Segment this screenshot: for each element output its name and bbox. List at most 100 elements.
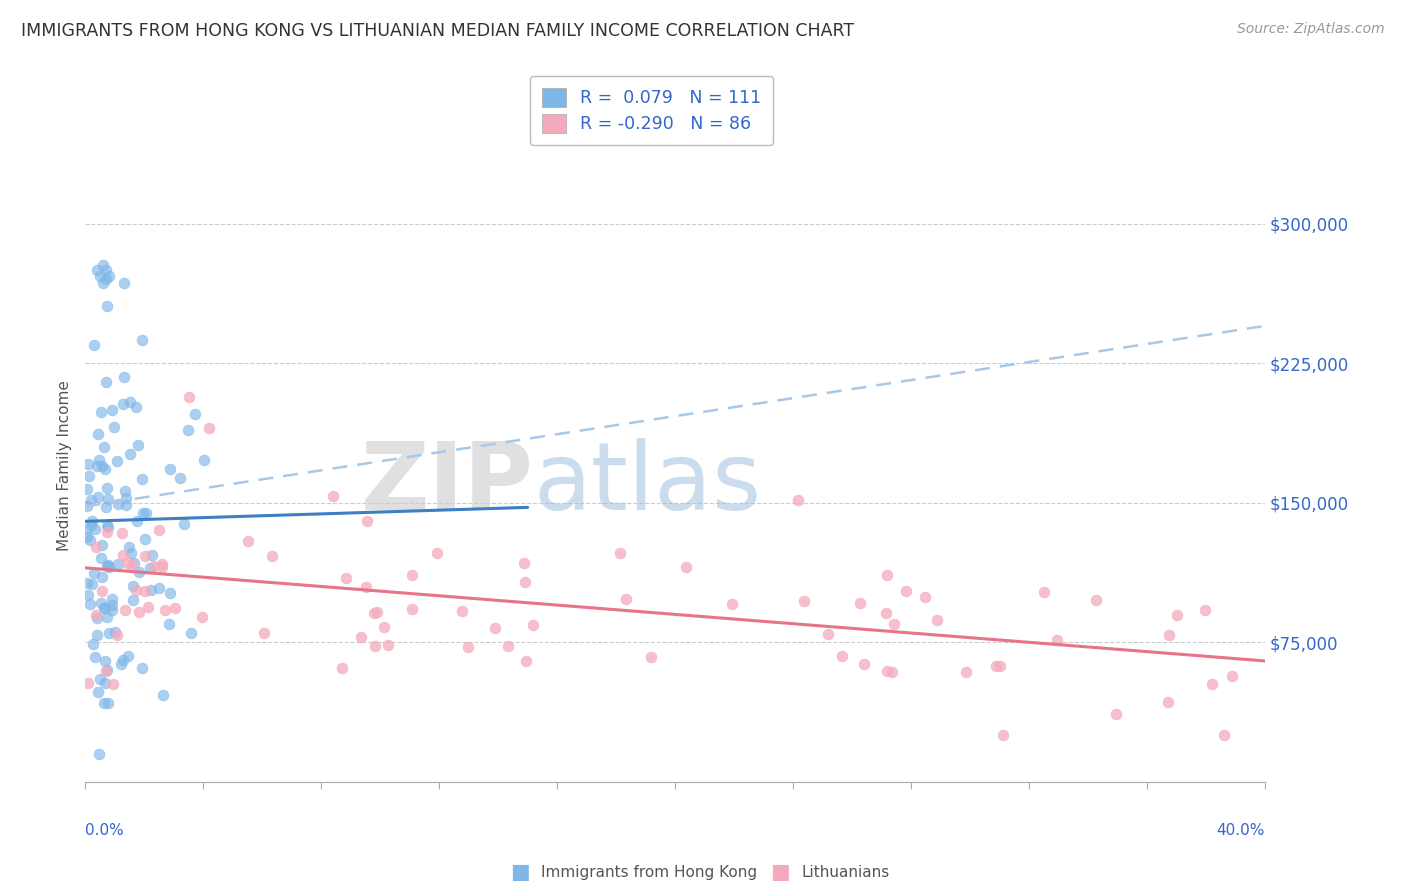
Point [87, 685, 110, 699]
Point [1105, 706, 1128, 721]
Point [127, 514, 149, 528]
Point [115, 491, 138, 505]
Point [364, 639, 387, 653]
Point [139, 560, 162, 574]
Point [97, 696, 120, 710]
Point [76, 588, 98, 602]
Point [76, 530, 98, 544]
Point [880, 665, 903, 679]
Point [955, 665, 977, 679]
Point [115, 556, 138, 570]
Point [141, 548, 163, 562]
Point [91, 258, 114, 272]
Point [335, 571, 357, 585]
Point [117, 648, 139, 663]
Point [122, 579, 145, 593]
Point [1201, 676, 1223, 690]
Point [120, 447, 142, 461]
Point [848, 596, 870, 610]
Point [90, 405, 112, 419]
Point [148, 581, 170, 595]
Point [89, 268, 111, 283]
Point [640, 649, 662, 664]
Point [515, 654, 537, 668]
Point [107, 557, 129, 571]
Point [401, 568, 423, 582]
Point [675, 560, 697, 574]
Point [152, 688, 174, 702]
Point [80, 514, 103, 528]
Point [131, 661, 153, 675]
Point [94, 263, 117, 277]
Point [135, 506, 157, 520]
Point [721, 598, 744, 612]
Point [94, 375, 117, 389]
Point [83, 649, 105, 664]
Point [876, 664, 898, 678]
Legend: R =  0.079   N = 111, R = -0.290   N = 86: R = 0.079 N = 111, R = -0.290 N = 86 [530, 76, 773, 145]
Point [457, 640, 479, 655]
Point [124, 557, 146, 571]
Point [134, 549, 156, 563]
Point [80, 518, 103, 533]
Point [82, 637, 104, 651]
Point [350, 630, 373, 644]
Point [83, 522, 105, 536]
Point [986, 659, 1008, 673]
Point [125, 401, 148, 415]
Point [377, 638, 399, 652]
Point [96, 518, 118, 533]
Point [925, 613, 948, 627]
Point [1157, 695, 1180, 709]
Point [90, 570, 112, 584]
Text: Lithuanians: Lithuanians [801, 865, 890, 880]
Point [97, 626, 120, 640]
Point [184, 407, 207, 421]
Point [159, 586, 181, 600]
Text: Immigrants from Hong Kong: Immigrants from Hong Kong [541, 865, 758, 880]
Point [100, 602, 122, 616]
Point [98, 560, 121, 574]
Point [103, 420, 125, 434]
Y-axis label: Median Family Income: Median Family Income [58, 380, 72, 551]
Point [97, 520, 120, 534]
Point [111, 525, 134, 540]
Point [105, 628, 128, 642]
Point [118, 540, 141, 554]
Point [883, 616, 905, 631]
Point [875, 606, 897, 620]
Text: ■: ■ [510, 863, 530, 882]
Point [793, 594, 815, 608]
Point [90, 583, 112, 598]
Point [322, 489, 344, 503]
Text: ZIP: ZIP [361, 439, 533, 531]
Point [852, 657, 875, 671]
Point [84, 607, 107, 622]
Point [110, 657, 132, 671]
Point [97, 558, 120, 572]
Point [77, 468, 100, 483]
Point [96, 481, 118, 495]
Point [1085, 593, 1108, 607]
Point [97, 491, 120, 506]
Text: ■: ■ [770, 863, 790, 882]
Point [112, 397, 135, 411]
Point [522, 618, 544, 632]
Point [82, 577, 104, 591]
Point [260, 549, 283, 564]
Point [112, 276, 135, 290]
Point [94, 601, 117, 615]
Point [169, 471, 191, 485]
Point [91, 538, 114, 552]
Point [134, 583, 156, 598]
Point [112, 653, 135, 667]
Point [76, 523, 98, 537]
Point [122, 592, 145, 607]
Point [513, 556, 536, 570]
Point [96, 500, 118, 514]
Point [143, 558, 166, 573]
Point [100, 591, 122, 606]
Point [193, 452, 215, 467]
Point [1213, 728, 1236, 742]
Point [988, 658, 1011, 673]
